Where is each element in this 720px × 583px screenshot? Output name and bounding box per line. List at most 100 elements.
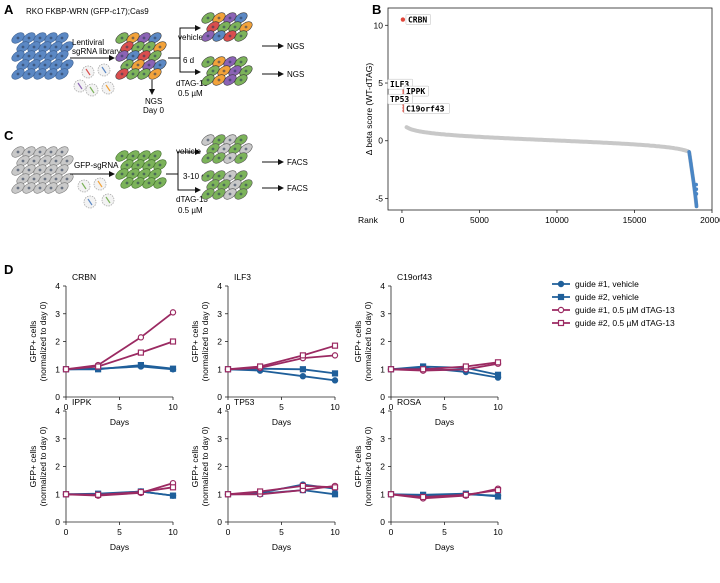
data-point — [137, 334, 145, 341]
data-point — [462, 491, 469, 498]
cell-nucleus — [120, 72, 124, 76]
arrow-vehicle-c — [166, 149, 201, 175]
y-tick-label: 2 — [380, 337, 385, 347]
cell-nucleus — [217, 60, 221, 64]
y-tick-label: 3 — [380, 434, 385, 444]
cell-nucleus — [60, 186, 64, 190]
data-point — [557, 319, 565, 327]
legend-item-4: guide #2, 0.5 µM dTAG-13 — [552, 318, 675, 328]
cell-nucleus — [228, 60, 232, 64]
data-point — [299, 482, 306, 490]
cell-nucleus — [147, 63, 151, 67]
y-axis-label-line1: GFP+ cells — [353, 446, 363, 488]
cell-nucleus — [239, 34, 243, 38]
data-point — [494, 371, 502, 378]
cell-nucleus — [49, 150, 53, 154]
cell-nucleus — [239, 156, 243, 160]
x-tick-label: 10 — [330, 527, 340, 537]
data-point — [557, 280, 565, 288]
cell-nucleus — [32, 45, 36, 49]
ngs-label-dtag: NGS — [287, 70, 304, 79]
cell-nucleus — [217, 156, 221, 160]
cell-nucleus — [49, 72, 53, 76]
data-point — [494, 493, 502, 500]
x-tick-label: 5 — [442, 402, 447, 412]
panel-a: A RKO FKBP-WRN (GFP-c17);Cas9 Lentiviral… — [4, 2, 304, 115]
cell-nucleus — [131, 72, 135, 76]
x-axis-label: Days — [435, 417, 454, 427]
cell-nucleus — [43, 159, 47, 163]
cell-nucleus — [49, 36, 53, 40]
cell-nucleus — [211, 183, 215, 187]
plot-frame-b — [387, 7, 713, 211]
rank-curve-blue — [687, 150, 699, 209]
timepoint-label-c: 3-10 d — [183, 172, 206, 181]
cell-nucleus — [54, 177, 58, 181]
ngs-day0-line2: Day 0 — [143, 106, 164, 115]
cell-nucleus — [54, 45, 58, 49]
data-point — [494, 486, 502, 494]
data-point — [94, 491, 102, 498]
data-point — [137, 488, 144, 496]
cell-nucleus — [239, 60, 243, 64]
cell-nucleus — [43, 45, 47, 49]
y-axis-label-line1: GFP+ cells — [28, 446, 38, 488]
cell-nucleus — [239, 78, 243, 82]
series-line — [65, 311, 174, 371]
facs-label-dtag: FACS — [287, 184, 308, 193]
y-tick-label: 3 — [217, 434, 222, 444]
series-4 — [62, 338, 177, 373]
cell-nucleus — [158, 45, 162, 49]
cell-nucleus — [60, 150, 64, 154]
dtag-label-a-line2: 0.5 µM — [178, 89, 203, 98]
y-tick-label: 3 — [55, 434, 60, 444]
legend-label: guide #2, vehicle — [575, 292, 639, 302]
cell-nucleus — [228, 192, 232, 196]
data-point — [169, 492, 177, 499]
x-tick-label: 5 — [442, 527, 447, 537]
y-tick-label: 3 — [380, 309, 385, 319]
cell-nucleus — [147, 163, 151, 167]
cell-nucleus — [131, 154, 135, 158]
x-axis-label: Days — [272, 542, 291, 552]
cell-nucleus — [228, 156, 232, 160]
cell-nucleus — [206, 78, 210, 82]
virus-genome — [101, 66, 107, 74]
cell-cluster-start-c — [11, 146, 74, 194]
bottom-hit-point — [694, 182, 698, 187]
y-axis-label-line1: GFP+ cells — [190, 321, 200, 363]
y-tick-label-b: 0 — [378, 136, 383, 146]
virus-genome — [105, 196, 111, 204]
cell-nucleus — [239, 138, 243, 142]
cell-nucleus — [228, 138, 232, 142]
panel-letter-b: B — [372, 2, 381, 17]
y-tick-label: 2 — [217, 462, 222, 472]
y-tick-label: 0 — [55, 517, 60, 527]
cell-nucleus — [60, 54, 64, 58]
y-axis-label-line1: GFP+ cells — [353, 321, 363, 363]
cell-nucleus — [239, 192, 243, 196]
legend-item-2: guide #2, vehicle — [552, 292, 639, 302]
y-tick-label: 1 — [380, 489, 385, 499]
data-point — [299, 372, 307, 380]
cell-nucleus — [65, 177, 69, 181]
data-point — [257, 488, 264, 495]
cell-nucleus — [120, 154, 124, 158]
cell-nucleus — [43, 63, 47, 67]
arrow-vehicle-a — [168, 25, 201, 59]
subplot-title: CRBN — [72, 272, 96, 282]
cell-cluster-library-a — [115, 32, 167, 80]
data-point — [62, 366, 70, 373]
data-point — [169, 484, 177, 491]
guide-label-c: GFP-sgRNA — [74, 161, 119, 170]
series-line — [65, 486, 174, 496]
cell-nucleus — [222, 25, 226, 29]
x-axis-label: Days — [435, 542, 454, 552]
cell-nucleus — [158, 163, 162, 167]
data-point — [169, 309, 177, 316]
cell-nucleus — [32, 63, 36, 67]
virus-genome — [85, 68, 91, 76]
legend-item-1: guide #1, vehicle — [552, 279, 639, 289]
